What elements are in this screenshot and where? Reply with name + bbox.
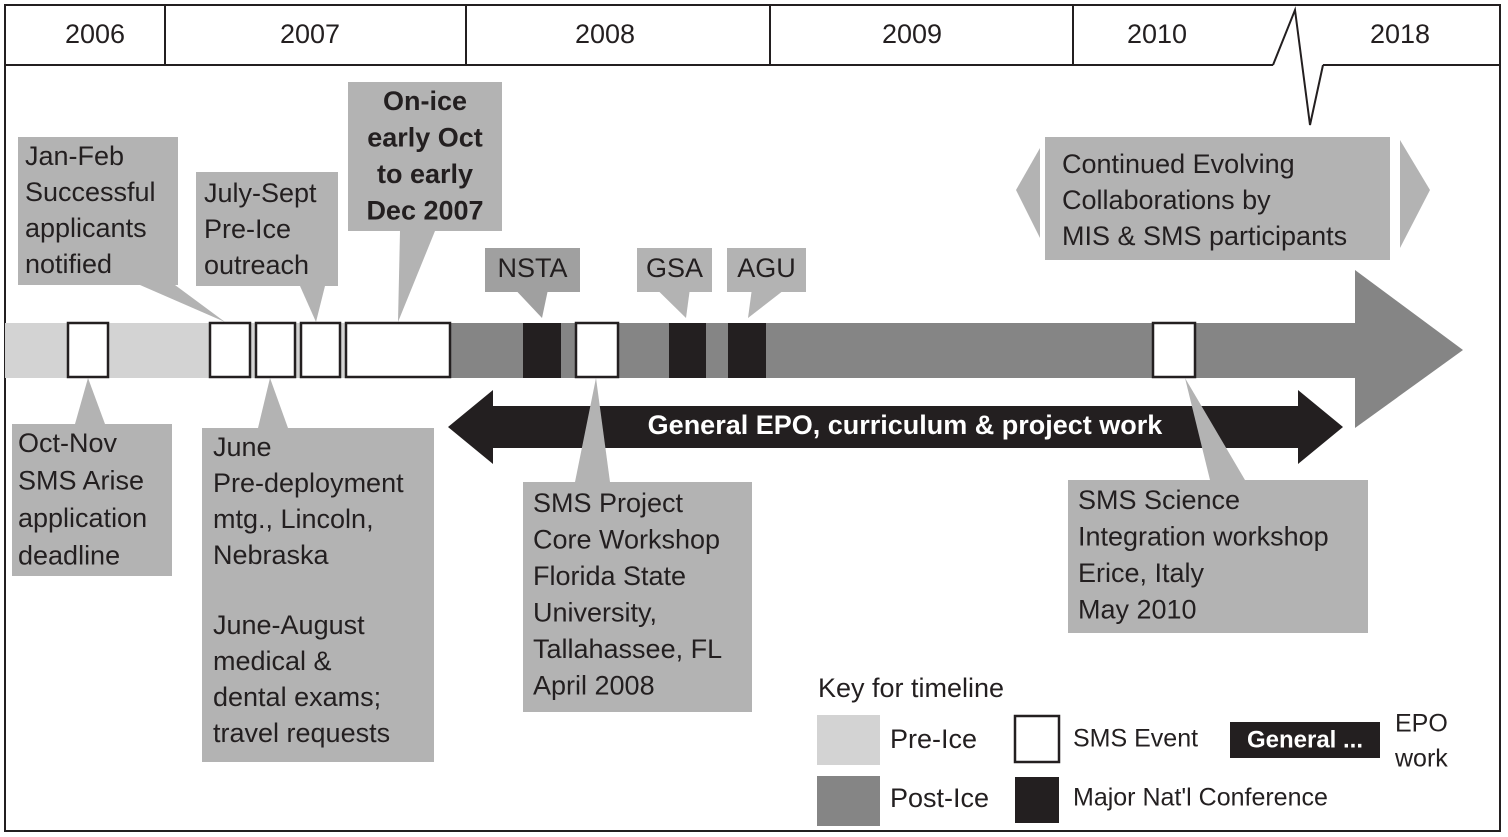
callout-text: medical &: [213, 646, 332, 676]
callout-box: [1045, 137, 1390, 260]
key-sms-event: [1013, 714, 1061, 764]
key-epo-sample-text: General ...: [1247, 726, 1363, 753]
key-label: Pre-Ice: [890, 724, 977, 754]
sms-event: [299, 321, 342, 379]
callout-text: Erice, Italy: [1078, 558, 1205, 588]
callout-text: July-Sept: [204, 178, 317, 208]
sms-event: [254, 321, 297, 379]
callout-text: Collaborations by: [1062, 185, 1271, 215]
year-header: [5, 5, 1500, 126]
conference-box: [485, 248, 580, 292]
callout-box: [12, 424, 172, 576]
callout-text: Nebraska: [213, 540, 330, 570]
key-label: Post-Ice: [890, 783, 989, 813]
callout-text: applicants: [25, 213, 147, 243]
callout-text: SMS Arise: [18, 466, 144, 496]
callout-text: dental exams;: [213, 682, 381, 712]
conference-mark: [728, 323, 766, 378]
key-post-ice: [817, 776, 880, 826]
callout-text: to early: [377, 159, 473, 189]
conference-mark: [523, 323, 561, 378]
sms-event: [208, 321, 252, 379]
callout-pointer: [1185, 378, 1245, 480]
callout-text: Successful: [25, 177, 156, 207]
callout-box: [1068, 480, 1368, 633]
callout-text: On-ice: [383, 86, 467, 116]
callout-pointer: [398, 231, 435, 322]
year-label: 2006: [65, 19, 125, 49]
callout-text: SMS Science: [1078, 485, 1240, 515]
year-label: 2008: [575, 19, 635, 49]
key-label: EPO: [1395, 710, 1448, 738]
callout-text: June-August: [213, 610, 365, 640]
callout-text: Pre-deployment: [213, 468, 404, 498]
conference-label: NSTA: [497, 253, 567, 283]
callout-box: [523, 482, 752, 712]
callout-box: [196, 172, 338, 286]
key-label: SMS Event: [1073, 725, 1198, 753]
year-label: 2009: [882, 19, 942, 49]
conference-box: [727, 248, 806, 292]
epo-label: General EPO, curriculum & project work: [648, 410, 1164, 440]
key-pre-ice: [817, 715, 880, 765]
callout-text: deadline: [18, 541, 120, 571]
callout-text: Dec 2007: [366, 196, 483, 226]
key-label: work: [1394, 745, 1448, 773]
conference-label: GSA: [646, 253, 703, 283]
sms-event: [574, 321, 620, 379]
callout-text: May 2010: [1078, 595, 1197, 625]
callout-text: University,: [533, 598, 657, 628]
callout-text: SMS Project: [533, 488, 684, 518]
key-title: Key for timeline: [818, 673, 1004, 703]
key-epo-sample: [1230, 722, 1380, 758]
callout-text: Core Workshop: [533, 525, 720, 555]
callout-text: Continued Evolving: [1062, 149, 1295, 179]
callout-text: Jan-Feb: [25, 141, 124, 171]
callout-text: Pre-Ice: [204, 214, 291, 244]
conference-box: [637, 248, 712, 292]
callout-text: application: [18, 503, 147, 533]
callout-text: MIS & SMS participants: [1062, 221, 1347, 251]
callout-text: Oct-Nov: [18, 428, 118, 458]
callout-text: Integration workshop: [1078, 522, 1329, 552]
callout-text: travel requests: [213, 718, 390, 748]
callout-pointer: [300, 286, 325, 322]
callout-text: notified: [25, 249, 112, 279]
year-label: 2018: [1370, 19, 1430, 49]
callout-text: Florida State: [533, 561, 686, 591]
conference-pointer: [748, 292, 782, 318]
callout-text: June: [213, 432, 272, 462]
callout-text: April 2008: [533, 671, 655, 701]
callout-text: mtg., Lincoln,: [213, 504, 374, 534]
conference-label: AGU: [737, 253, 796, 283]
callout-text: Tallahassee, FL: [533, 634, 722, 664]
key-conference: [1015, 777, 1059, 823]
callout-right-arrow: [1400, 140, 1430, 248]
callout-text: early Oct: [367, 123, 483, 153]
conference-pointer: [659, 292, 690, 318]
callout-box: [348, 82, 502, 231]
callout-pointer: [140, 285, 225, 322]
callout-box: [202, 428, 434, 762]
year-label: 2007: [280, 19, 340, 49]
sms-event: [1151, 321, 1197, 379]
epo-arrow: [448, 390, 1343, 464]
callout-pointer: [258, 378, 288, 428]
callout-left-arrow: [1016, 148, 1040, 238]
callout-box: [18, 137, 178, 285]
callout-pointer: [575, 378, 610, 482]
sms-event: [344, 321, 452, 379]
sms-event: [66, 321, 110, 379]
callout-pointer: [75, 378, 105, 424]
callout-text: outreach: [204, 250, 309, 280]
conference-pointer: [517, 292, 548, 318]
conference-mark: [669, 323, 706, 378]
key-label: Major Nat'l Conference: [1073, 784, 1328, 812]
year-label: 2010: [1127, 19, 1187, 49]
